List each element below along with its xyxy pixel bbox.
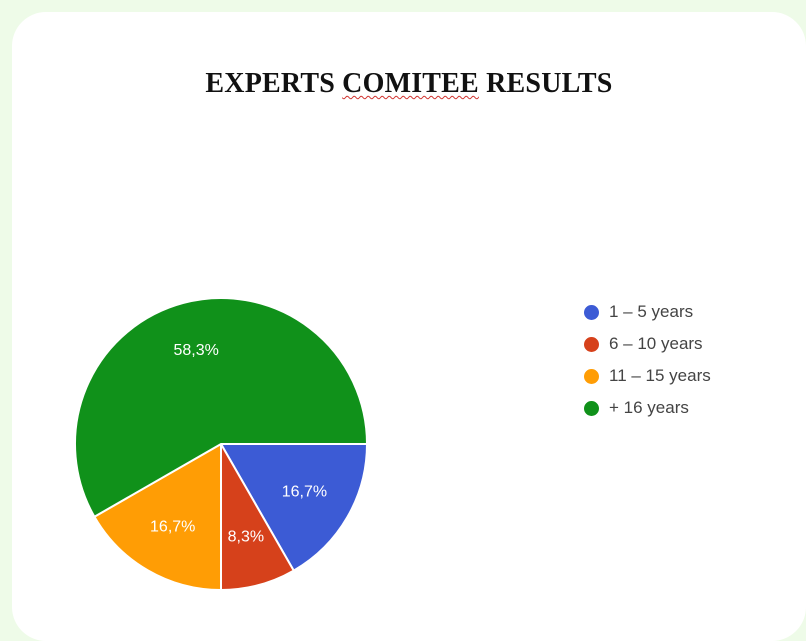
pie-label-3: 58,3% (173, 342, 218, 359)
legend-swatch (584, 400, 599, 416)
legend-item-6-10-years: 6 – 10 years (584, 328, 711, 360)
pie-slice-0 (219, 443, 369, 572)
pie-label-1: 8,3% (228, 528, 264, 545)
title-word-comitee: COMITEE (342, 68, 479, 99)
legend: 1 – 5 years 6 – 10 years 11 – 15 years +… (584, 296, 711, 424)
legend-label: + 16 years (609, 398, 689, 417)
legend-swatch (584, 304, 599, 320)
legend-label: 6 – 10 years (609, 334, 703, 353)
title-word-experts: EXPERTS (205, 68, 343, 99)
legend-item-16-plus-years: + 16 years (584, 392, 711, 424)
title-word-results: RESULTS (478, 68, 613, 99)
legend-item-1-5-years: 1 – 5 years (584, 296, 711, 328)
pie-slice-3 (74, 297, 369, 519)
pie-label-2: 16,7% (150, 519, 195, 536)
chart-title: EXPERTS COMITEE RESULTS (0, 68, 806, 100)
legend-swatch (584, 336, 599, 352)
legend-label: 1 – 5 years (609, 302, 694, 321)
pie-slice-2 (93, 442, 222, 592)
legend-swatch (584, 368, 599, 384)
legend-item-11-15-years: 11 – 15 years (584, 360, 711, 392)
legend-label: 11 – 15 years (609, 366, 711, 385)
pie-label-0: 16,7% (282, 483, 327, 500)
